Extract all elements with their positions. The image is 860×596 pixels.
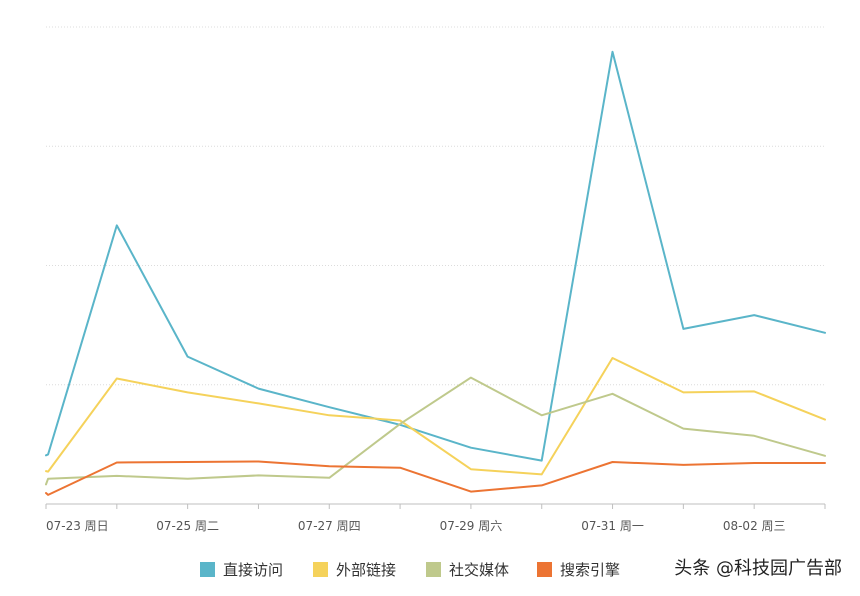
series-line-1 — [45, 357, 826, 476]
x-tick-label: 07-23 周日 — [46, 519, 109, 533]
x-tick-label: 07-27 周四 — [298, 519, 361, 533]
legend-swatch — [313, 562, 328, 577]
series-line-0 — [45, 50, 826, 462]
legend-swatch — [200, 562, 215, 577]
legend-swatch — [426, 562, 441, 577]
series-line-2 — [45, 376, 826, 486]
legend-label: 搜索引擎 — [560, 561, 620, 579]
x-tick-label: 07-31 周一 — [581, 519, 644, 533]
watermark-text: 头条 @科技园广告部 — [674, 558, 842, 579]
x-tick-label: 08-02 周三 — [723, 519, 786, 533]
x-axis-ticks: 07-23 周日 07-25 周二 07-27 周四 07-29 周六 07-31 周一… — [45, 504, 826, 533]
legend-swatch — [537, 562, 552, 577]
legend-label: 直接访问 — [223, 561, 283, 579]
legend: 直接访问 外部链接 社交媒体 搜索引擎 — [200, 561, 620, 579]
x-tick-label: 07-25 周二 — [156, 519, 219, 533]
legend-label: 外部链接 — [336, 561, 396, 579]
x-tick-label: 07-29 周六 — [440, 519, 503, 533]
gridlines — [46, 26, 825, 386]
legend-label: 社交媒体 — [449, 561, 509, 579]
series-lines — [45, 50, 826, 496]
series-line-3 — [45, 460, 826, 496]
